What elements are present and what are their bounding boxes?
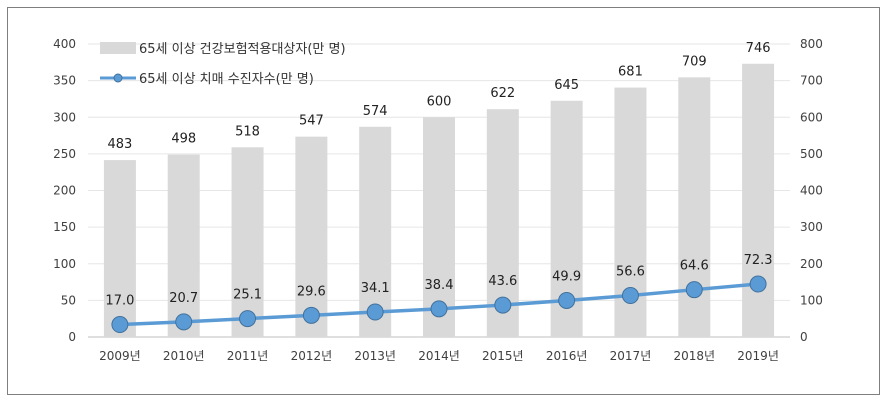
line-point xyxy=(621,287,639,305)
left-axis: 0 50 100 150 200 250 300 350 400 xyxy=(53,37,76,344)
x-tick-label: 2011년 xyxy=(227,349,269,363)
bar-data-label: 681 xyxy=(618,65,643,80)
line-data-label: 56.6 xyxy=(616,265,645,280)
right-tick-label: 200 xyxy=(800,257,823,271)
right-axis: 0 100 200 300 400 500 600 700 800 xyxy=(800,37,823,344)
x-tick-label: 2018년 xyxy=(673,349,715,363)
bar-data-label: 746 xyxy=(746,41,771,56)
line-point xyxy=(685,281,703,299)
line-series: 17.0 20.7 25.1 29.6 34.1 38.4 43.6 49.9 56.6 64.6… xyxy=(105,253,773,334)
bar xyxy=(295,136,328,337)
x-tick-label: 2019년 xyxy=(737,349,779,363)
bar-data-label: 498 xyxy=(171,132,196,147)
left-tick-label: 250 xyxy=(53,147,76,161)
right-tick-label: 100 xyxy=(800,293,823,307)
right-tick-label: 600 xyxy=(800,110,823,124)
line-point xyxy=(111,316,129,334)
x-tick-label: 2009년 xyxy=(99,349,141,363)
bar-data-label: 622 xyxy=(490,86,515,101)
line-data-label: 43.6 xyxy=(488,274,517,289)
x-tick-label: 2015년 xyxy=(482,349,524,363)
left-tick-label: 50 xyxy=(61,293,76,307)
legend-line-label: 65세 이상 치매 수진자수(만 명) xyxy=(139,72,314,87)
bar-data-label: 574 xyxy=(363,104,388,119)
x-tick-label: 2016년 xyxy=(546,349,588,363)
x-tick-label: 2010년 xyxy=(163,349,205,363)
bar xyxy=(231,147,264,337)
bar-data-label: 483 xyxy=(107,137,132,152)
x-tick-label: 2012년 xyxy=(291,349,333,363)
right-tick-label: 700 xyxy=(800,74,823,88)
left-tick-label: 100 xyxy=(53,257,76,271)
x-tick-label: 2014년 xyxy=(418,349,460,363)
line-point xyxy=(749,275,767,293)
bar-data-label: 645 xyxy=(554,78,579,93)
line-point xyxy=(366,303,384,321)
left-tick-label: 200 xyxy=(53,184,76,198)
legend-line-marker xyxy=(113,73,123,83)
x-tick-label: 2017년 xyxy=(610,349,652,363)
line-point xyxy=(430,300,448,318)
left-tick-label: 400 xyxy=(53,37,76,51)
bar-series: 483 498 518 547 574 600 622 645 681 709 746 xyxy=(103,41,775,338)
x-axis: 2009년 2010년 2011년 2012년 2013년 2014년 2015년 2016년… xyxy=(99,349,779,363)
line-data-label: 49.9 xyxy=(552,269,581,284)
line-point xyxy=(175,313,193,331)
bar-data-label: 518 xyxy=(235,124,260,139)
line-data-label: 38.4 xyxy=(425,278,454,293)
line-data-label: 64.6 xyxy=(680,259,709,274)
line-data-label: 72.3 xyxy=(744,253,773,268)
right-tick-label: 400 xyxy=(800,184,823,198)
bar xyxy=(103,160,136,337)
left-tick-label: 0 xyxy=(68,330,76,344)
bar-data-label: 547 xyxy=(299,114,324,129)
line-data-label: 20.7 xyxy=(169,291,198,306)
x-tick-label: 2013년 xyxy=(354,349,396,363)
bar-data-label: 709 xyxy=(682,54,707,69)
line-data-label: 34.1 xyxy=(361,281,390,296)
right-tick-label: 800 xyxy=(800,37,823,51)
bar xyxy=(359,126,392,338)
line-point xyxy=(494,296,512,314)
right-tick-label: 0 xyxy=(800,330,808,344)
line-point xyxy=(302,306,320,324)
legend-bar-label: 65세 이상 건강보험적용대상자(만 명) xyxy=(139,42,346,57)
bar xyxy=(167,154,200,337)
bar xyxy=(742,63,775,338)
line-point xyxy=(558,291,576,309)
legend-bar-swatch xyxy=(100,42,136,54)
line-data-label: 29.6 xyxy=(297,284,326,299)
left-tick-label: 150 xyxy=(53,220,76,234)
left-tick-label: 300 xyxy=(53,110,76,124)
bar-data-label: 600 xyxy=(427,94,452,109)
line-data-label: 25.1 xyxy=(233,288,262,303)
right-tick-label: 500 xyxy=(800,147,823,161)
line-data-label: 17.0 xyxy=(105,294,134,309)
legend: 65세 이상 건강보험적용대상자(만 명) 65세 이상 치매 수진자수(만 명… xyxy=(100,42,346,87)
left-tick-label: 350 xyxy=(53,74,76,88)
line-point xyxy=(239,310,257,328)
right-tick-label: 300 xyxy=(800,220,823,234)
